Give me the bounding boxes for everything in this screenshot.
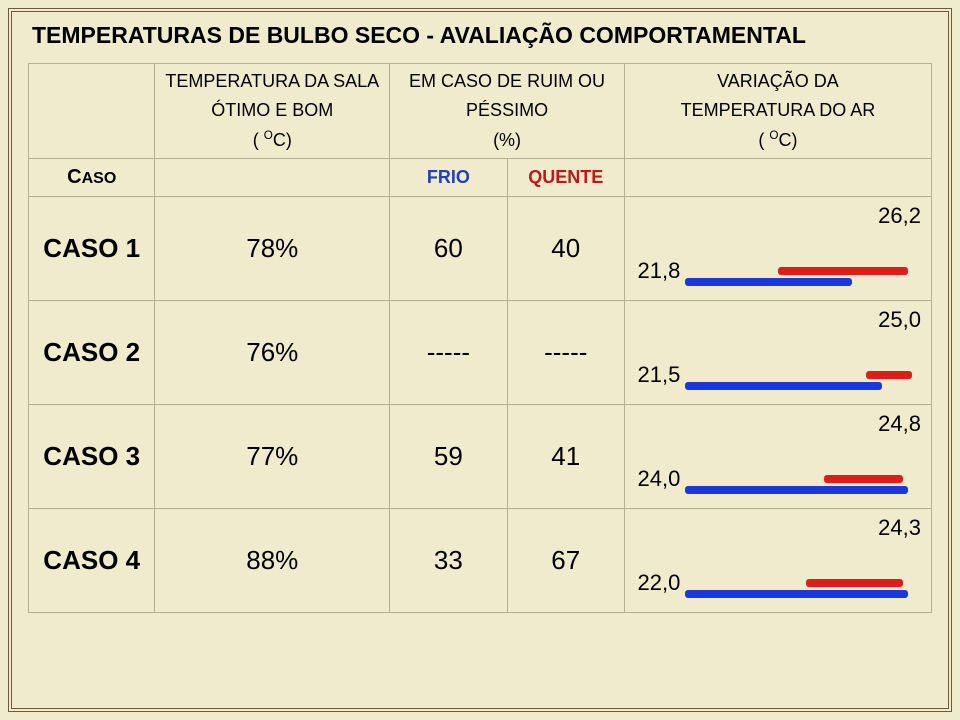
- bar-blue: [685, 278, 852, 286]
- hdr-col3-l3: ( OC): [624, 125, 931, 159]
- variation-high: 25,0: [878, 307, 921, 333]
- variation-bars: [685, 470, 917, 494]
- hdr-col2-l3: (%): [390, 125, 625, 159]
- hdr-blank2: [29, 96, 155, 125]
- variation-high: 24,8: [878, 411, 921, 437]
- bar-red: [824, 475, 903, 483]
- hdr-col3-l2: TEMPERATURA DO AR: [624, 96, 931, 125]
- row-variation: 26,2 21,8: [624, 197, 931, 301]
- row-label: CASO 3: [29, 405, 155, 509]
- table-row: CASO 276%----------25,021,5: [29, 301, 932, 405]
- row-variation: 24,3 22,0: [624, 509, 931, 613]
- hdr-col2-l1: EM CASO DE RUIM OU: [390, 64, 625, 97]
- variation-bars: [685, 366, 917, 390]
- content-area: TEMPERATURAS DE BULBO SECO - AVALIAÇÃO C…: [28, 22, 932, 698]
- hdr-col1-l2: ÓTIMO E BOM: [155, 96, 390, 125]
- variation-bars: [685, 574, 917, 598]
- page-title: TEMPERATURAS DE BULBO SECO - AVALIAÇÃO C…: [28, 22, 932, 49]
- row-frio: 60: [390, 197, 507, 301]
- table-row: CASO 488%3367 24,3 22,0: [29, 509, 932, 613]
- bar-blue: [685, 590, 908, 598]
- hdr-blank3: [29, 125, 155, 159]
- row-frio: -----: [390, 301, 507, 405]
- row-frio: 59: [390, 405, 507, 509]
- table-row: CASO 178%6040 26,2 21,8: [29, 197, 932, 301]
- table-row: CASO 377%5941 24,8 24,0: [29, 405, 932, 509]
- variation-low: 24,0: [629, 466, 689, 492]
- subhdr-blank1: [155, 159, 390, 197]
- variation-low: 22,0: [629, 570, 689, 596]
- data-table: TEMPERATURA DA SALA EM CASO DE RUIM OU V…: [28, 63, 932, 613]
- row-frio: 33: [390, 509, 507, 613]
- variation-low: 21,8: [629, 258, 689, 284]
- row-percent: 88%: [155, 509, 390, 613]
- hdr-col1-l1: TEMPERATURA DA SALA: [155, 64, 390, 97]
- row-quente: 67: [507, 509, 624, 613]
- hdr-col3-l1: VARIAÇÃO DA: [624, 64, 931, 97]
- row-label: CASO 4: [29, 509, 155, 613]
- variation-high: 26,2: [878, 203, 921, 229]
- row-quente: 41: [507, 405, 624, 509]
- bar-red: [778, 267, 908, 275]
- row-percent: 76%: [155, 301, 390, 405]
- subhdr-quente: QUENTE: [507, 159, 624, 197]
- subhdr-frio: FRIO: [390, 159, 507, 197]
- subhdr-caso: CASO: [29, 159, 155, 197]
- hdr-col2-l2: PÉSSIMO: [390, 96, 625, 125]
- bar-red: [866, 371, 912, 379]
- row-variation: 24,8 24,0: [624, 405, 931, 509]
- variation-high: 24,3: [878, 515, 921, 541]
- row-variation: 25,0 21,5: [624, 301, 931, 405]
- subhdr-blank2: [624, 159, 931, 197]
- row-percent: 77%: [155, 405, 390, 509]
- hdr-blank: [29, 64, 155, 97]
- row-quente: -----: [507, 301, 624, 405]
- row-quente: 40: [507, 197, 624, 301]
- row-percent: 78%: [155, 197, 390, 301]
- bar-blue: [685, 486, 908, 494]
- bar-blue: [685, 382, 882, 390]
- row-label: CASO 1: [29, 197, 155, 301]
- bar-red: [806, 579, 903, 587]
- variation-low: 21,5: [629, 362, 689, 388]
- hdr-col1-l3: ( OC): [155, 125, 390, 159]
- row-label: CASO 2: [29, 301, 155, 405]
- variation-bars: [685, 262, 917, 286]
